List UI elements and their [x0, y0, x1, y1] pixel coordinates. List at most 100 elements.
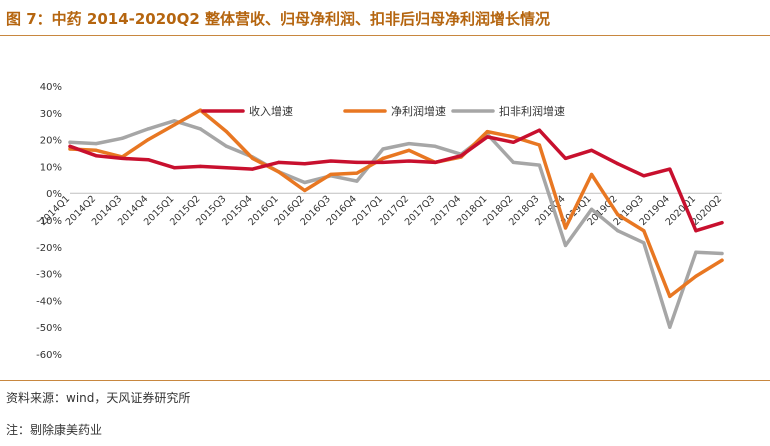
data-point	[120, 136, 124, 140]
data-point	[668, 325, 672, 329]
data-point	[224, 144, 229, 148]
data-point	[277, 160, 281, 164]
data-point	[642, 174, 646, 178]
data-point	[250, 167, 255, 171]
legend-item: 扣非利润增速	[451, 104, 565, 118]
y-tick-label: -30%	[36, 270, 62, 281]
legend-label: 收入增速	[249, 104, 293, 118]
y-tick-label: -20%	[36, 243, 62, 254]
series-layer	[68, 108, 724, 329]
data-point	[355, 179, 359, 183]
data-point	[68, 144, 72, 148]
data-point	[642, 229, 646, 233]
legend-label: 净利润增速	[391, 104, 446, 118]
data-point	[616, 162, 620, 166]
data-point	[590, 207, 594, 211]
data-point	[563, 226, 568, 230]
axis-layer: 40%30%20%10%0%-10%-20%-30%-40%-50%-60%20…	[36, 82, 724, 361]
data-point	[694, 229, 698, 233]
data-point	[68, 140, 72, 144]
data-point	[355, 171, 359, 175]
data-point	[407, 142, 411, 146]
data-point	[511, 135, 515, 139]
data-point	[172, 123, 176, 127]
data-point	[94, 154, 98, 158]
y-tick-label: -10%	[36, 216, 62, 227]
y-tick-label: 30%	[40, 109, 62, 120]
data-point	[537, 128, 542, 132]
data-point	[694, 250, 698, 254]
data-point	[511, 160, 515, 164]
figure-title: 图 7：中药 2014-2020Q2 整体营收、归母净利润、扣非后归母净利润增长…	[6, 10, 551, 28]
data-point	[720, 221, 724, 225]
data-point	[329, 159, 333, 163]
data-point	[720, 258, 724, 262]
legend: 收入增速 净利润增速 扣非利润增速	[201, 104, 565, 118]
data-point	[277, 170, 281, 174]
data-point	[303, 188, 307, 193]
data-point	[590, 148, 594, 152]
data-point	[146, 138, 150, 142]
data-point	[381, 147, 385, 151]
data-point	[198, 108, 202, 112]
data-point	[459, 154, 463, 158]
data-point	[329, 172, 333, 177]
y-tick-label: 20%	[40, 136, 62, 147]
data-point	[407, 159, 411, 163]
data-point	[407, 148, 411, 152]
data-point	[355, 160, 359, 164]
data-point	[94, 142, 98, 146]
legend-item: 收入增速	[201, 104, 293, 118]
footnote: 注：剔除康美药业	[6, 423, 103, 437]
data-point	[303, 162, 307, 166]
data-point	[381, 156, 385, 160]
data-point	[694, 274, 698, 278]
data-point	[537, 163, 542, 167]
data-point	[198, 127, 202, 131]
y-tick-label: 0%	[46, 189, 62, 200]
data-point	[616, 229, 620, 233]
series-1	[68, 128, 724, 233]
data-point	[303, 180, 307, 185]
legend-label: 扣非利润增速	[499, 104, 565, 118]
y-tick-label: 40%	[40, 82, 62, 93]
series-line	[68, 128, 724, 233]
data-point	[146, 127, 150, 131]
data-point	[485, 135, 489, 139]
data-point	[511, 140, 515, 144]
data-point	[590, 172, 594, 177]
data-point	[668, 294, 672, 298]
data-point	[120, 156, 124, 160]
data-point	[172, 166, 176, 170]
y-tick-label: -50%	[36, 323, 62, 334]
data-point	[720, 251, 724, 256]
data-point	[224, 129, 229, 134]
data-point	[224, 166, 229, 170]
series-2	[68, 108, 724, 299]
data-point	[537, 143, 542, 147]
data-point	[642, 241, 646, 245]
legend-item: 净利润增速	[343, 104, 446, 118]
data-point	[94, 148, 98, 152]
data-point	[563, 243, 568, 248]
y-tick-label: -40%	[36, 296, 62, 307]
y-tick-label: 10%	[40, 162, 62, 173]
data-point	[433, 144, 437, 148]
data-point	[433, 160, 437, 164]
data-point	[616, 213, 620, 217]
y-tick-label: -60%	[36, 350, 62, 361]
data-point	[668, 167, 672, 171]
footer-divider	[0, 380, 770, 381]
title-divider	[0, 35, 770, 36]
data-point	[250, 156, 255, 160]
data-point	[198, 164, 202, 168]
series-3	[68, 119, 724, 329]
data-point	[381, 160, 385, 164]
data-point	[172, 119, 176, 123]
data-point	[146, 158, 150, 162]
series-line	[68, 119, 724, 329]
data-point	[563, 156, 568, 160]
data-point	[485, 129, 489, 134]
source-note: 资料来源：wind，天风证券研究所	[6, 391, 191, 405]
